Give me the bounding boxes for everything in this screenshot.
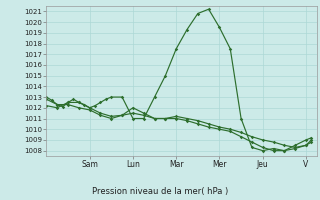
- Text: Pression niveau de la mer( hPa ): Pression niveau de la mer( hPa ): [92, 187, 228, 196]
